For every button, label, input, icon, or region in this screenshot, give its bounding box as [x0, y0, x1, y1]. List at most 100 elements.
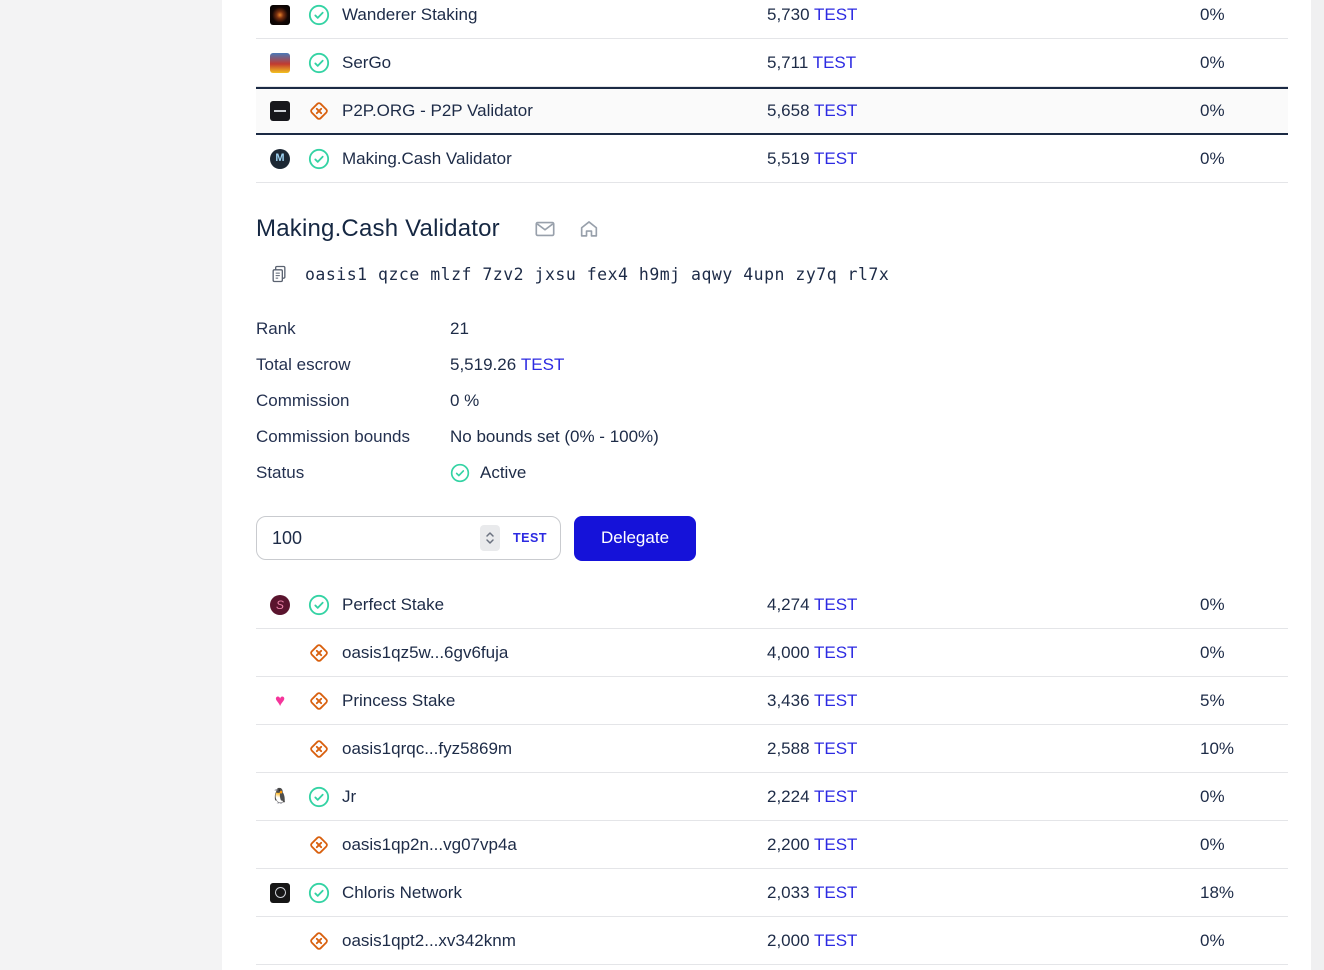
- mail-icon[interactable]: [534, 218, 556, 240]
- ticker-link[interactable]: TEST: [520, 355, 565, 374]
- ticker-link[interactable]: TEST: [813, 786, 858, 806]
- status-inactive-icon: [308, 690, 330, 712]
- validator-escrow: 4,000 TEST: [767, 642, 858, 662]
- status-inactive-icon: [308, 834, 330, 856]
- empty-avatar: [270, 835, 290, 855]
- validator-escrow: 3,436 TEST: [767, 690, 858, 710]
- validator-name[interactable]: Making.Cash Validator: [342, 148, 512, 168]
- validator-name[interactable]: Perfect Stake: [342, 594, 445, 614]
- validator-row-chloris-network[interactable]: Chloris Network 2,033 TEST 18%: [256, 869, 1288, 917]
- sergo-avatar: [270, 52, 290, 73]
- validator-name[interactable]: oasis1qrqc...fyz5869m: [342, 738, 513, 758]
- status-inactive-icon: [308, 738, 330, 760]
- ticker-link[interactable]: TEST: [813, 148, 858, 168]
- field-label: Rank: [256, 319, 296, 338]
- status-text: Active: [480, 463, 527, 482]
- detail-row-commission-bounds: Commission bounds No bounds set (0% - 10…: [256, 419, 1311, 455]
- validator-escrow: 5,711 TEST: [767, 52, 857, 72]
- scrollbar-track[interactable]: [1311, 0, 1324, 970]
- ticker-link[interactable]: TEST: [813, 690, 858, 710]
- status-active-icon: [308, 148, 330, 170]
- empty-avatar: [270, 739, 290, 759]
- validator-escrow: 4,274 TEST: [767, 594, 858, 614]
- main-content: Wanderer Staking 5,730 TEST 0% SerGo 5,7…: [222, 0, 1311, 970]
- validator-fee: 0%: [1200, 930, 1225, 950]
- validator-escrow: 2,000 TEST: [767, 930, 858, 950]
- validator-row-jr[interactable]: 🐧 Jr 2,224 TEST 0%: [256, 773, 1288, 821]
- validator-fee: 5%: [1200, 690, 1225, 710]
- validator-fee: 0%: [1200, 834, 1225, 854]
- delegate-button[interactable]: Delegate: [574, 515, 696, 561]
- left-gutter-panel: [0, 0, 222, 970]
- status-inactive-icon: [308, 642, 330, 664]
- detail-row-commission: Commission 0 %: [256, 383, 1311, 419]
- validator-escrow: 2,033 TEST: [767, 882, 858, 902]
- validator-name[interactable]: Princess Stake: [342, 690, 456, 710]
- status-active-icon: [308, 4, 330, 26]
- validator-name[interactable]: SerGo: [342, 52, 392, 72]
- field-value: No bounds set (0% - 100%): [450, 427, 659, 446]
- ticker-link[interactable]: TEST: [813, 101, 858, 120]
- validator-row-address-1[interactable]: oasis1qz5w...6gv6fuja 4,000 TEST 0%: [256, 629, 1288, 677]
- validator-fee: 18%: [1200, 882, 1235, 902]
- validator-row-perfect-stake[interactable]: S Perfect Stake 4,274 TEST 0%: [256, 581, 1288, 629]
- validator-name[interactable]: Chloris Network: [342, 882, 462, 902]
- validator-row-address-3[interactable]: oasis1qp2n...vg07vp4a 2,200 TEST 0%: [256, 821, 1288, 869]
- ticker-link[interactable]: TEST: [813, 930, 858, 950]
- amount-ticker-label: TEST: [513, 531, 547, 545]
- chloris-network-avatar: [270, 882, 290, 903]
- validator-escrow: 5,519 TEST: [767, 148, 858, 168]
- copy-address-icon[interactable]: [269, 263, 289, 285]
- ticker-link[interactable]: TEST: [813, 882, 858, 902]
- validator-fee: 10%: [1200, 738, 1235, 758]
- empty-avatar: [270, 643, 290, 663]
- validator-row-p2p-org-selected[interactable]: P2P.ORG - P2P Validator 5,658 TEST 0%: [256, 87, 1288, 135]
- amount-input[interactable]: [257, 526, 474, 550]
- ticker-link[interactable]: TEST: [813, 738, 858, 758]
- detail-row-status: Status Active: [256, 455, 1311, 491]
- field-value: Active: [450, 463, 526, 483]
- wanderer-staking-avatar: [270, 4, 290, 25]
- validator-row-address-4[interactable]: oasis1qpt2...xv342knm 2,000 TEST 0%: [256, 917, 1288, 965]
- validator-escrow: 2,588 TEST: [767, 738, 858, 758]
- detail-row-total-escrow: Total escrow 5,519.26 TEST: [256, 347, 1311, 383]
- p2p-org-avatar: [270, 101, 290, 121]
- page-title: Making.Cash Validator: [256, 215, 500, 242]
- ticker-link[interactable]: TEST: [813, 594, 858, 614]
- validator-name[interactable]: Wanderer Staking: [342, 4, 478, 24]
- validator-row-princess-stake[interactable]: ♥ Princess Stake 3,436 TEST 5%: [256, 677, 1288, 725]
- validator-row-wanderer-staking[interactable]: Wanderer Staking 5,730 TEST 0%: [256, 0, 1288, 39]
- status-active-icon: [308, 882, 330, 904]
- validator-row-sergo[interactable]: SerGo 5,711 TEST 0%: [256, 39, 1288, 87]
- status-active-icon: [308, 786, 330, 808]
- validators-table-top: Wanderer Staking 5,730 TEST 0% SerGo 5,7…: [256, 0, 1288, 183]
- ticker-link[interactable]: TEST: [813, 834, 858, 854]
- validator-fee: 0%: [1200, 642, 1225, 662]
- validator-address[interactable]: oasis1 qzce mlzf 7zv2 jxsu fex4 h9mj aqw…: [305, 264, 890, 284]
- status-active-icon: [450, 463, 470, 483]
- status-active-icon: [308, 594, 330, 616]
- field-value: 21: [450, 319, 469, 338]
- home-icon[interactable]: [578, 218, 600, 240]
- validator-fee: 0%: [1200, 4, 1225, 24]
- ticker-link[interactable]: TEST: [812, 52, 857, 72]
- status-inactive-icon: [308, 100, 330, 122]
- validator-name[interactable]: Jr: [342, 786, 357, 806]
- validator-row-making-cash[interactable]: M Making.Cash Validator 5,519 TEST 0%: [256, 135, 1288, 183]
- validators-table-bottom: S Perfect Stake 4,274 TEST 0% oasis1qz5w…: [256, 581, 1288, 965]
- making-cash-avatar: M: [270, 148, 290, 169]
- validator-name[interactable]: P2P.ORG - P2P Validator: [342, 101, 533, 120]
- validator-escrow: 2,200 TEST: [767, 834, 858, 854]
- ticker-link[interactable]: TEST: [813, 4, 858, 24]
- field-label: Total escrow: [256, 355, 351, 374]
- validator-escrow: 2,224 TEST: [767, 786, 858, 806]
- perfect-stake-avatar: S: [270, 594, 290, 615]
- ticker-link[interactable]: TEST: [813, 642, 858, 662]
- field-label: Commission bounds: [256, 427, 411, 446]
- field-label: Status: [256, 463, 305, 482]
- validator-name[interactable]: oasis1qpt2...xv342knm: [342, 930, 516, 950]
- validator-row-address-2[interactable]: oasis1qrqc...fyz5869m 2,588 TEST 10%: [256, 725, 1288, 773]
- validator-name[interactable]: oasis1qp2n...vg07vp4a: [342, 834, 517, 854]
- number-stepper[interactable]: [480, 525, 500, 551]
- validator-name[interactable]: oasis1qz5w...6gv6fuja: [342, 642, 509, 662]
